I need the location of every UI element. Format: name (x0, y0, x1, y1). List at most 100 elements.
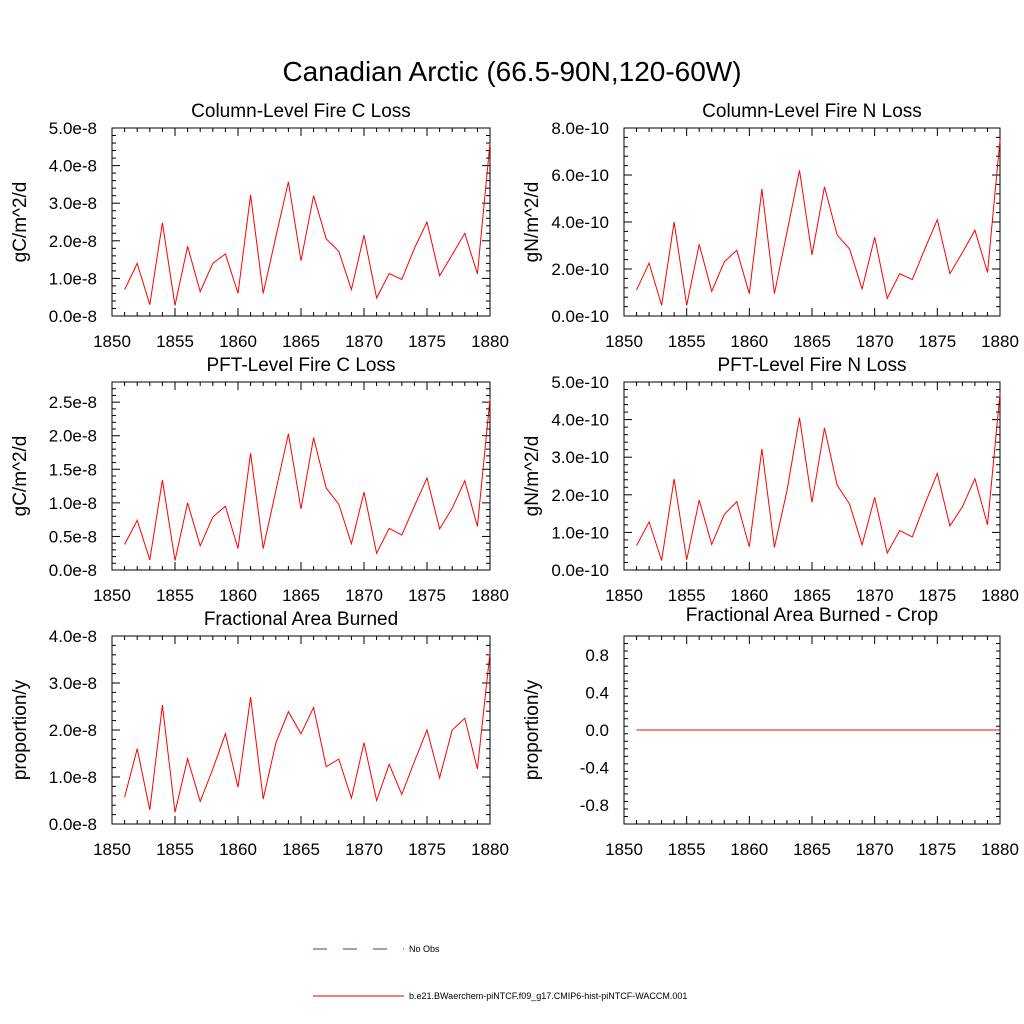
x-tick-label: 1875 (408, 840, 446, 859)
y-tick-label: 2.0e-8 (49, 232, 97, 251)
x-tick-label: 1850 (605, 332, 643, 351)
series-line (636, 139, 1001, 306)
chart-panel-3: PFT-Level Fire C Loss gC/m^2/d 1850 1855 186… (10, 355, 509, 605)
y-axis-label: gC/m^2/d (10, 436, 31, 517)
y-tick-label: 0.0e-8 (49, 815, 97, 834)
x-tick-label: 1850 (93, 332, 131, 351)
y-tick-label: 3.0e-8 (49, 194, 97, 213)
chart-panel-5: Fractional Area Burned proportion/y 1850 18… (10, 609, 509, 859)
panel-title: Fractional Area Burned - Crop (686, 605, 938, 626)
x-tick-label: 1880 (471, 332, 509, 351)
x-tick-label: 1880 (471, 840, 509, 859)
x-tick-label: 1855 (156, 586, 194, 605)
x-tick-label: 1875 (918, 332, 956, 351)
y-tick-label: 0.0e-10 (551, 307, 609, 326)
y-tick-label: -0.8 (580, 796, 609, 815)
y-tick-label: 2.0e-8 (49, 721, 97, 740)
y-tick-label: 1.0e-8 (49, 768, 97, 787)
y-axis-label: gN/m^2/d (522, 436, 543, 517)
y-tick-label: 4.0e-8 (49, 627, 97, 646)
x-tick-label: 1855 (156, 332, 194, 351)
x-tick-label: 1855 (156, 840, 194, 859)
x-tick-label: 1870 (345, 332, 383, 351)
plot-frame (111, 635, 491, 825)
y-tick-label: 2.0e-10 (551, 260, 609, 279)
chart-panel-1: Column-Level Fire C Loss gC/m^2/d 1850 1855… (10, 101, 509, 351)
y-tick-label: 0.4 (585, 683, 609, 702)
x-tick-label: 1860 (730, 840, 768, 859)
y-tick-label: 1.0e-8 (49, 269, 97, 288)
y-tick-label: 0.0 (585, 721, 609, 740)
x-tick-label: 1880 (471, 586, 509, 605)
plot-frame (623, 127, 1001, 317)
y-tick-label: 2.5e-8 (49, 393, 97, 412)
y-tick-label: 2.0e-10 (551, 486, 609, 505)
x-tick-label: 1860 (219, 586, 257, 605)
x-tick-label: 1875 (408, 332, 446, 351)
y-axis-label: proportion/y (522, 679, 543, 780)
x-tick-label: 1855 (668, 586, 706, 605)
x-tick-label: 1880 (981, 840, 1019, 859)
figure-title: Canadian Arctic (66.5-90N,120-60W) (282, 56, 741, 87)
y-tick-label: 5.0e-10 (551, 373, 609, 392)
x-tick-label: 1860 (219, 332, 257, 351)
plot-frame (111, 381, 491, 571)
x-tick-label: 1850 (93, 586, 131, 605)
y-tick-label: 6.0e-10 (551, 166, 609, 185)
y-axis-label: gC/m^2/d (10, 182, 31, 263)
x-tick-label: 1875 (918, 840, 956, 859)
y-tick-label: 4.0e-10 (551, 213, 609, 232)
y-tick-label: 0.5e-8 (49, 527, 97, 546)
x-tick-label: 1870 (345, 586, 383, 605)
y-tick-label: 5.0e-8 (49, 119, 97, 138)
y-axis-label: proportion/y (10, 679, 31, 780)
y-axis-label: gN/m^2/d (522, 182, 543, 263)
x-tick-label: 1865 (282, 840, 320, 859)
panel-title: PFT-Level Fire N Loss (718, 355, 907, 376)
chart-panel-4: PFT-Level Fire N Loss gN/m^2/d 1850 1855 186… (522, 355, 1019, 605)
x-tick-label: 1865 (793, 332, 831, 351)
y-tick-label: 3.0e-10 (551, 448, 609, 467)
y-tick-label: 3.0e-8 (49, 674, 97, 693)
legend: No Obs b.e21.BWaerchem-piNTCF.f09_g17.CMI… (313, 944, 687, 1001)
x-tick-label: 1870 (345, 840, 383, 859)
y-tick-label: 4.0e-10 (551, 411, 609, 430)
x-tick-label: 1865 (282, 586, 320, 605)
series-line (124, 652, 491, 813)
y-tick-label: 0.8 (585, 646, 609, 665)
series-line (124, 142, 491, 306)
plot-frame (111, 127, 491, 317)
series-line (636, 393, 1001, 561)
y-tick-label: 0.0e-10 (551, 561, 609, 580)
x-tick-label: 1870 (856, 586, 894, 605)
x-tick-label: 1865 (793, 840, 831, 859)
panel-title: Fractional Area Burned (204, 609, 398, 630)
y-tick-label: 4.0e-8 (49, 157, 97, 176)
x-tick-label: 1870 (856, 332, 894, 351)
y-tick-label: 0.0e-8 (49, 561, 97, 580)
x-tick-label: 1860 (219, 840, 257, 859)
x-tick-label: 1855 (668, 840, 706, 859)
y-tick-label: 1.0e-8 (49, 494, 97, 513)
legend-label-no-obs: No Obs (409, 944, 440, 954)
x-tick-label: 1875 (918, 586, 956, 605)
panels: Column-Level Fire C Loss gC/m^2/d 1850 1855… (10, 101, 1019, 859)
x-tick-label: 1850 (605, 840, 643, 859)
x-tick-label: 1860 (730, 332, 768, 351)
legend-label-model: b.e21.BWaerchem-piNTCF.f09_g17.CMIP6-his… (409, 991, 687, 1001)
x-tick-label: 1855 (668, 332, 706, 351)
y-tick-label: 8.0e-10 (551, 119, 609, 138)
x-tick-label: 1875 (408, 586, 446, 605)
y-tick-label: -0.4 (580, 759, 609, 778)
series-line (124, 398, 491, 561)
y-tick-label: 0.0e-8 (49, 307, 97, 326)
x-tick-label: 1870 (856, 840, 894, 859)
x-tick-label: 1880 (981, 332, 1019, 351)
x-tick-label: 1880 (981, 586, 1019, 605)
plot-frame (623, 381, 1001, 571)
chart-panel-6: Fractional Area Burned - Crop proportion/… (522, 605, 1019, 859)
panel-title: PFT-Level Fire C Loss (207, 355, 396, 376)
y-tick-label: 1.0e-10 (551, 523, 609, 542)
panel-title: Column-Level Fire C Loss (191, 101, 411, 122)
